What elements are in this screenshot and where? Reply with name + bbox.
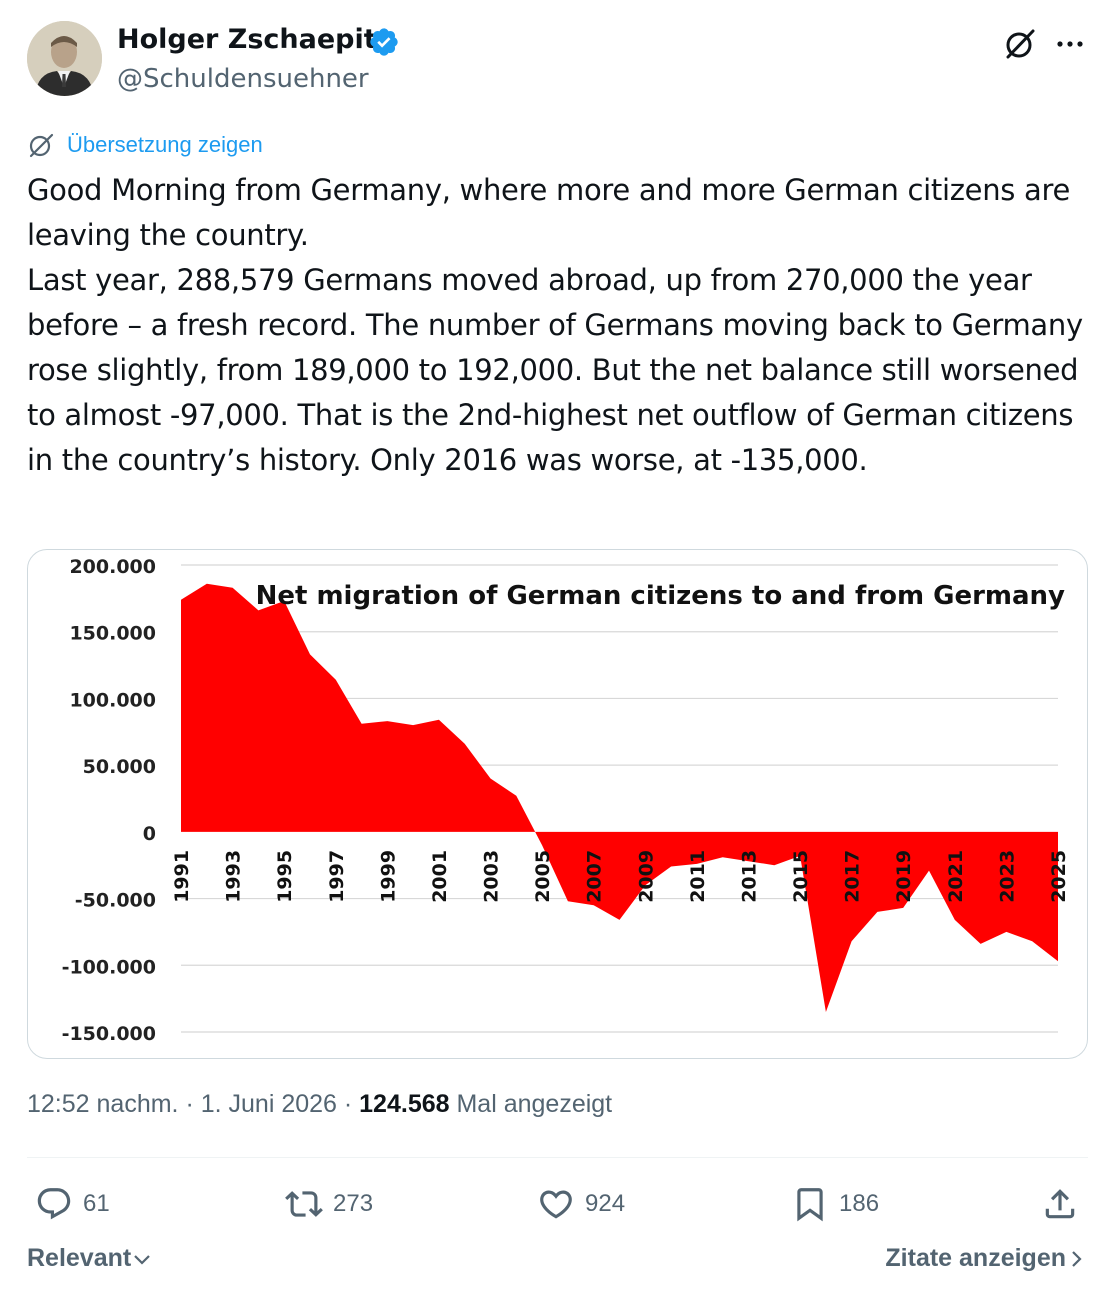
like-button[interactable]: 924 [537, 1178, 625, 1230]
sort-label: Relevant [27, 1244, 132, 1272]
tweet-text: Good Morning from Germany, where more an… [27, 168, 1097, 483]
x-tick-label: 2003 [481, 850, 503, 903]
y-tick-label: -100.000 [62, 956, 156, 978]
net-migration-area [181, 583, 1058, 1012]
tweet-time[interactable]: 12:52 nachm. [27, 1090, 179, 1118]
tweet-meta: 12:52 nachm. · 1. Juni 2026 · 124.568 Ma… [27, 1090, 612, 1119]
y-tick-label: 150.000 [69, 623, 156, 645]
like-icon [540, 1190, 572, 1219]
author-name[interactable]: Holger Zschaepitz [117, 24, 393, 55]
chart-title: Net migration of German citizens to and … [256, 581, 1065, 611]
author-handle[interactable]: @Schuldensuehner [117, 64, 369, 94]
retweet-icon [285, 1191, 323, 1217]
retweet-count: 273 [333, 1190, 374, 1217]
y-tick-label: 0 [143, 823, 156, 845]
x-tick-label: 2013 [739, 850, 761, 903]
x-tick-label: 2021 [945, 850, 967, 903]
x-tick-label: 2015 [790, 850, 812, 903]
x-tick-label: 1991 [171, 850, 193, 903]
avatar[interactable] [27, 21, 102, 96]
view-quotes-label: Zitate anzeigen [885, 1244, 1066, 1272]
avatar-image [27, 21, 102, 96]
view-quotes-link[interactable]: Zitate anzeigen [885, 1244, 1086, 1273]
x-tick-label: 2019 [893, 850, 915, 903]
y-tick-label: 50.000 [83, 756, 156, 778]
translate-link[interactable]: Übersetzung zeigen [27, 128, 263, 162]
sort-dropdown[interactable]: Relevant [27, 1244, 153, 1273]
x-tick-label: 2005 [532, 850, 554, 903]
retweet-button[interactable]: 273 [285, 1178, 373, 1230]
chevron-right-icon [1072, 1250, 1082, 1267]
y-tick-label: -50.000 [75, 890, 156, 912]
x-tick-label: 1993 [223, 850, 245, 903]
y-tick-label: 200.000 [69, 556, 156, 578]
like-count: 924 [585, 1190, 626, 1217]
x-tick-label: 1997 [326, 850, 348, 903]
view-count-label: Mal angezeigt [449, 1090, 613, 1118]
reply-count: 61 [83, 1190, 110, 1217]
x-tick-label: 2011 [687, 850, 709, 903]
tweet-text-line-2: Last year, 288,579 Germans moved abroad,… [27, 263, 1083, 477]
tweet-media-chart[interactable]: 200.000 150.000 100.000 50.000 0 -50.000 -100.… [27, 549, 1088, 1059]
view-count: 124.568 [359, 1090, 450, 1118]
divider [27, 1157, 1088, 1158]
share-button[interactable] [1041, 1178, 1079, 1230]
bookmark-count: 186 [839, 1190, 880, 1217]
y-tick-label: -150.000 [62, 1023, 156, 1045]
more-icon[interactable] [1054, 28, 1086, 60]
net-migration-chart: 200.000 150.000 100.000 50.000 0 -50.000 -100.… [62, 556, 1070, 1045]
translate-icon [29, 133, 54, 158]
x-tick-label: 2025 [1048, 850, 1070, 903]
chevron-down-icon [134, 1254, 150, 1265]
bookmark-icon [797, 1188, 823, 1222]
x-tick-label: 1999 [377, 850, 399, 903]
grok-icon[interactable] [1002, 26, 1038, 62]
meta-separator: · [336, 1090, 360, 1118]
x-tick-label: 1995 [274, 850, 296, 903]
verified-badge-icon[interactable] [368, 26, 400, 58]
translate-label: Übersetzung zeigen [67, 132, 263, 157]
bookmark-button[interactable]: 186 [791, 1178, 879, 1230]
x-tick-label: 2009 [635, 850, 657, 903]
x-tick-label: 2017 [842, 850, 864, 903]
share-icon [1045, 1189, 1075, 1219]
action-bar: 61 273 924 186 [27, 1178, 1089, 1230]
tweet-date[interactable]: 1. Juni 2026 [200, 1090, 337, 1118]
x-tick-label: 2023 [996, 850, 1018, 903]
tweet-text-line-1: Good Morning from Germany, where more an… [27, 173, 1071, 252]
reply-icon [37, 1188, 71, 1220]
x-tick-label: 2007 [584, 850, 606, 903]
x-tick-label: 2001 [429, 850, 451, 903]
reply-button[interactable]: 61 [35, 1178, 110, 1230]
y-tick-label: 100.000 [69, 689, 156, 711]
meta-separator: · [178, 1090, 201, 1118]
tweet-header: Holger Zschaepitz @Schuldensuehner [27, 20, 1089, 100]
